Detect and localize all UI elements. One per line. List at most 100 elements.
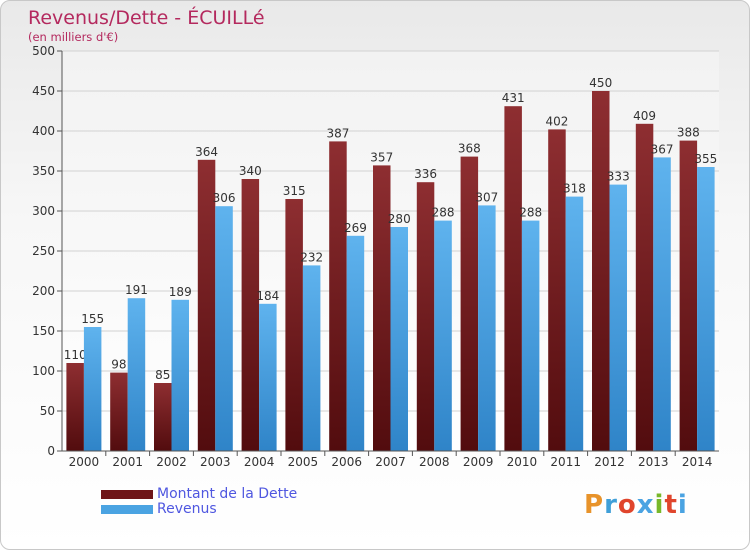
bar-revenus <box>434 220 452 451</box>
data-label-dette: 387 <box>326 126 349 140</box>
data-label-revenus: 307 <box>475 190 498 204</box>
legend-swatch-revenus <box>101 505 153 514</box>
data-label-revenus: 269 <box>344 221 367 235</box>
bar-dette <box>285 199 303 451</box>
bar-revenus <box>346 235 365 451</box>
bar-revenus <box>302 265 321 451</box>
bar-revenus <box>259 303 277 451</box>
y-tick-label: 350 <box>32 164 55 178</box>
logo-letter: i <box>677 490 688 520</box>
data-label-revenus: 318 <box>563 182 586 196</box>
data-label-revenus: 288 <box>519 206 542 220</box>
bar-revenus <box>83 327 102 451</box>
bar-dette <box>66 363 84 451</box>
data-label-revenus: 155 <box>81 312 104 326</box>
data-label-dette: 431 <box>502 91 525 105</box>
x-tick-label: 2011 <box>550 455 581 469</box>
bar-dette <box>635 123 654 452</box>
data-label-dette: 402 <box>545 114 568 128</box>
bar-dette <box>329 141 347 451</box>
bar-dette <box>592 91 610 451</box>
bar-revenus <box>478 205 496 451</box>
x-tick-label: 2003 <box>200 455 231 469</box>
x-tick-label: 2006 <box>331 455 362 469</box>
bar-dette <box>504 106 522 451</box>
x-tick-label: 2013 <box>638 455 669 469</box>
bar-revenus <box>171 299 189 451</box>
x-tick-label: 2008 <box>419 455 450 469</box>
y-tick-label: 450 <box>32 84 55 98</box>
y-tick-label: 150 <box>32 324 55 338</box>
x-tick-label: 2009 <box>463 455 494 469</box>
x-tick-label: 2007 <box>375 455 406 469</box>
data-label-revenus: 191 <box>125 283 148 297</box>
bar-dette <box>460 156 479 451</box>
data-label-dette: 364 <box>195 145 218 159</box>
bar-dette <box>110 372 128 451</box>
x-tick-label: 2004 <box>244 455 275 469</box>
logo-letter: r <box>604 490 618 520</box>
y-tick-label: 50 <box>40 404 55 418</box>
x-tick-label: 2001 <box>112 455 143 469</box>
x-tick-label: 2014 <box>682 455 713 469</box>
chart-title: Revenus/Dette - ÉCUILLé <box>28 7 265 29</box>
bar-dette <box>679 140 698 451</box>
logo-letter: t <box>664 490 678 520</box>
bar-revenus <box>609 184 627 451</box>
data-label-revenus: 306 <box>213 191 236 205</box>
logo-letter: x <box>636 490 655 520</box>
data-label-dette: 368 <box>458 142 481 156</box>
y-tick-label: 200 <box>32 284 55 298</box>
data-label-dette: 315 <box>283 184 306 198</box>
data-label-revenus: 333 <box>607 170 630 184</box>
data-label-revenus: 355 <box>694 152 717 166</box>
x-tick-label: 2005 <box>288 455 319 469</box>
x-tick-label: 2002 <box>156 455 187 469</box>
proxiti-logo: Proxiti <box>584 490 688 520</box>
y-tick-label: 300 <box>32 204 55 218</box>
x-tick-label: 2000 <box>69 455 100 469</box>
data-label-dette: 388 <box>677 126 700 140</box>
data-label-dette: 98 <box>111 358 126 372</box>
y-tick-label: 0 <box>47 444 55 458</box>
data-label-dette: 85 <box>155 368 170 382</box>
chart-subtitle: (en milliers d'€) <box>28 30 119 44</box>
bar-revenus <box>653 157 671 451</box>
bar-dette <box>548 129 566 451</box>
bar-revenus <box>521 220 540 451</box>
bar-revenus <box>390 227 408 451</box>
legend-label-revenus: Revenus <box>157 501 217 517</box>
bar-dette <box>416 182 435 451</box>
logo-letter: i <box>654 490 665 520</box>
data-label-dette: 450 <box>589 76 612 90</box>
y-tick-label: 250 <box>32 244 55 258</box>
y-tick-label: 400 <box>32 124 55 138</box>
x-tick-label: 2010 <box>507 455 538 469</box>
y-tick-label: 500 <box>32 44 55 58</box>
bar-revenus <box>697 167 715 451</box>
data-label-dette: 409 <box>633 109 656 123</box>
x-tick-label: 2012 <box>594 455 625 469</box>
bar-dette <box>241 179 260 451</box>
data-label-dette: 340 <box>239 164 262 178</box>
bar-dette <box>373 165 391 451</box>
legend-swatch-dette <box>101 490 153 499</box>
bar-revenus <box>215 206 233 451</box>
logo-letter: o <box>617 490 637 520</box>
bar-revenus <box>565 196 584 451</box>
data-label-revenus: 367 <box>651 142 674 156</box>
data-label-revenus: 232 <box>300 250 323 264</box>
bar-revenus <box>127 298 146 451</box>
data-label-revenus: 189 <box>169 285 192 299</box>
legend-label-dette: Montant de la Dette <box>157 486 298 502</box>
y-tick-label: 100 <box>32 364 55 378</box>
data-label-revenus: 288 <box>432 206 455 220</box>
data-label-revenus: 280 <box>388 212 411 226</box>
logo-letter: P <box>584 490 605 520</box>
bar-dette <box>154 383 172 451</box>
data-label-dette: 110 <box>64 348 87 362</box>
data-label-revenus: 184 <box>256 289 279 303</box>
bar-dette <box>197 159 216 452</box>
